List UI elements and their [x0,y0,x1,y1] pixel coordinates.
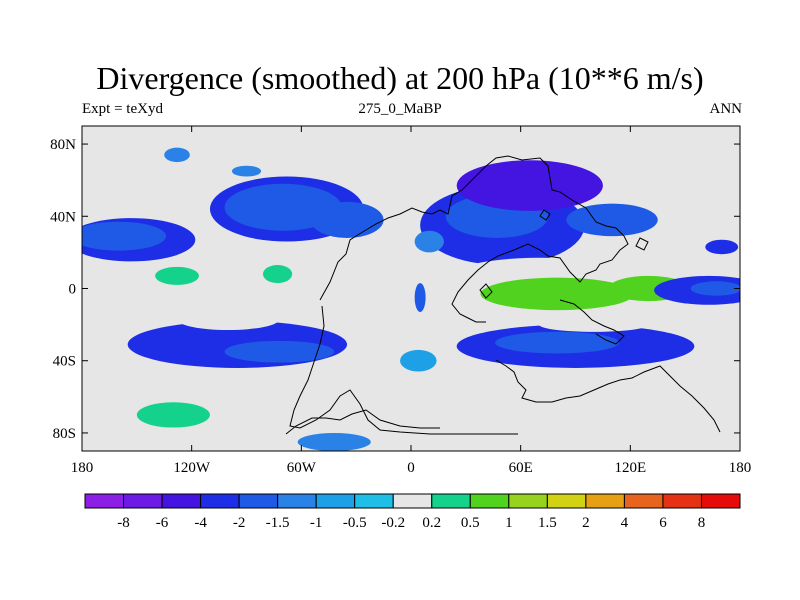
contour-region-32 [414,283,426,312]
colorbar-swatch-9 [431,493,471,509]
antarctic-outline [285,409,440,435]
x-axis: 180 120W 60W 0 60E 120E 180 [71,126,752,476]
colorbar-label-7: -0.2 [381,515,405,531]
colorbar-label-0: -8 [117,515,130,531]
colorbar-swatch-15 [662,493,702,509]
contour-region-0 [85,257,178,298]
experiment-label: Expt = teXyd [82,101,163,117]
contour-fill-layer [82,147,740,451]
colorbar-swatch-8 [392,493,433,509]
islands-outline [479,209,649,299]
contour-region-2 [348,266,430,296]
map-plot-area [81,125,741,452]
contour-region-20 [224,340,335,363]
americas-outline [289,305,518,435]
y-tick-label-2: 0 [69,282,77,298]
colorbar-label-1: -6 [156,515,169,531]
contour-region-4 [262,265,293,284]
colorbar-label-15: 8 [698,515,706,531]
contour-region-12 [566,203,658,237]
colorbar-label-9: 0.5 [461,515,480,531]
contour-region-25 [538,317,649,332]
colorbar-swatch-11 [508,493,548,509]
contour-region-3 [155,266,199,285]
colorbar-label-10: 1 [505,515,513,531]
y-tick-label-3: 40S [53,354,76,370]
contour-region-33 [164,147,190,163]
colorbar-swatch-1 [123,493,163,509]
colorbar-swatch-6 [315,493,356,509]
coastline-outline-layer [285,155,721,435]
colorbar-swatch-5 [277,493,317,509]
colorbar-swatch-10 [469,493,510,509]
colorbar-label-11: 1.5 [538,515,557,531]
contour-region-28 [630,375,697,394]
colorbar-label-4: -1.5 [266,515,290,531]
x-tick-label-0: 180 [71,460,94,476]
colorbar-label-13: 4 [621,515,629,531]
contour-region-27 [517,409,609,439]
y-tick-label-4: 80S [53,426,76,442]
eastern-outline [495,359,721,433]
x-tick-label-2: 60W [287,460,317,476]
x-tick-label-3: 0 [407,460,415,476]
y-axis: 80N 40N 0 40S 80S [50,137,740,442]
x-tick-label-6: 180 [729,460,752,476]
colorbar-swatch-3 [200,493,240,509]
colorbar-label-12: 2 [582,515,590,531]
x-tick-label-1: 120W [173,460,211,476]
colorbar-label-3: -2 [233,515,246,531]
chart-title: Divergence (smoothed) at 200 hPa (10**6 … [96,60,704,96]
y-tick-label-0: 80N [50,137,76,153]
contour-region-34 [231,165,262,177]
colorbar-swatch-16 [700,493,741,509]
contour-region-35 [705,239,739,255]
colorbar-swatch-12 [546,493,587,509]
contour-region-6 [82,221,167,251]
colorbar-swatch-14 [623,493,664,509]
x-tick-label-4: 60E [509,460,533,476]
contour-region-9 [310,201,384,238]
colorbar: -8 -6 -4 -2 -1.5 -1 -0.5 -0.2 0.2 0.5 1 1.5 2 4 6 8 [84,493,741,531]
colorbar-label-5: -1 [310,515,323,531]
colorbar-label-14: 6 [659,515,667,531]
africa-asia-outline [319,155,629,323]
contour-region-24 [177,308,280,331]
colorbar-label-2: -4 [194,515,207,531]
colorbar-swatch-7 [354,493,394,509]
colorbar-swatch-0 [84,493,125,509]
contour-region-26 [136,402,210,428]
contour-region-18 [690,281,740,296]
contour-region-22 [495,331,620,354]
maritime-outline [559,299,625,345]
colorbar-swatch-4 [238,493,279,509]
chart-subtitle: 275_0_MaBP [358,101,442,117]
contour-region-15 [480,277,634,311]
colorbar-label-8: 0.2 [422,515,441,531]
y-tick-label-1: 40N [50,209,76,225]
contour-region-29 [400,349,437,372]
colorbar-swatch-2 [161,493,202,509]
contour-region-30 [297,432,371,451]
colorbar-label-6: -0.5 [343,515,367,531]
x-tick-label-5: 120E [614,460,646,476]
season-label: ANN [709,101,743,117]
contour-region-23 [82,301,128,323]
colorbar-swatch-13 [585,493,625,509]
contour-region-13 [456,160,603,211]
contour-region-31 [414,230,444,253]
